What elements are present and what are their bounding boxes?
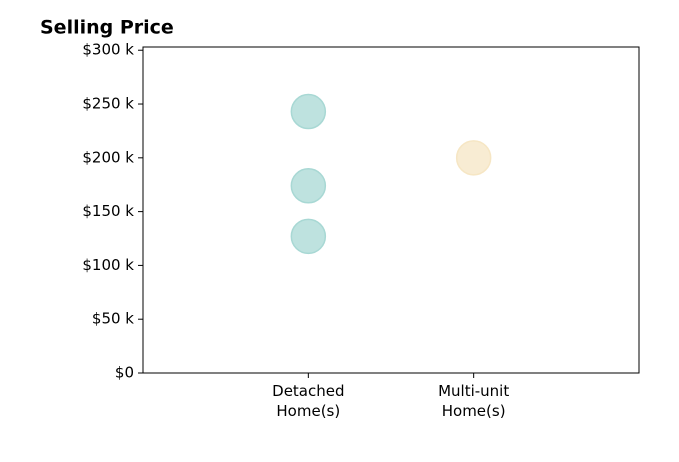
plot-frame xyxy=(142,46,640,374)
y-tick-label: $150 k xyxy=(82,202,134,220)
point xyxy=(290,168,327,204)
y-tick-label: $300 k xyxy=(82,41,134,59)
y-tick-label: $250 k xyxy=(82,95,134,113)
point xyxy=(455,140,492,176)
y-tick-label: $100 k xyxy=(82,256,134,274)
y-tick-label: $0 xyxy=(115,364,134,382)
y-tick-label: $200 k xyxy=(82,148,134,166)
chart-title: Selling Price xyxy=(40,17,174,39)
point xyxy=(290,218,327,255)
x-tick-label: Multi-unit Home(s) xyxy=(438,382,510,420)
y-tick-label: $50 k xyxy=(92,310,134,328)
point xyxy=(290,93,327,130)
x-tick-label: Detached Home(s) xyxy=(272,382,345,420)
